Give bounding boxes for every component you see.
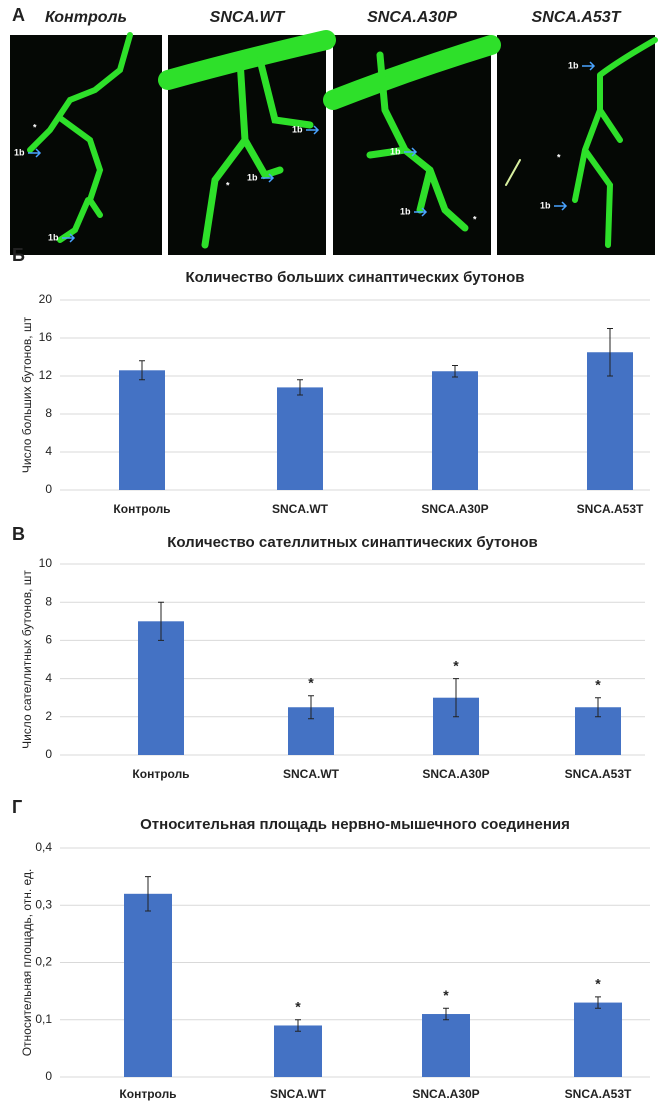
image-annotation: 1b xyxy=(568,60,579,70)
x-tick-label: Контроль xyxy=(113,502,170,516)
y-tick-label: 4 xyxy=(45,444,52,458)
image-title: SNCA.A30P xyxy=(367,9,457,26)
significance-marker: * xyxy=(443,987,449,1003)
chart-title: Относительная площадь нервно-мышечного с… xyxy=(140,816,570,833)
y-tick-label: 0 xyxy=(45,482,52,496)
y-tick-label: 4 xyxy=(45,671,52,685)
bar xyxy=(574,1003,622,1077)
x-tick-label: SNCA.A30P xyxy=(421,502,488,516)
y-tick-label: 12 xyxy=(39,368,53,382)
y-tick-label: 10 xyxy=(39,556,53,570)
image-annotation: 1b xyxy=(400,206,411,216)
panel-label: A xyxy=(12,5,25,25)
panel-label: Г xyxy=(12,797,22,817)
y-tick-label: 20 xyxy=(39,292,53,306)
image-title: SNCA.A53T xyxy=(532,9,622,26)
chart-title: Количество сателлитных синаптических бут… xyxy=(167,534,538,551)
figure: A Контроль * 1b 1b SNCA.WT 1b 1b * SNCA.A30P 1b 1b… xyxy=(0,0,659,1103)
bar xyxy=(422,1014,470,1077)
image-annotation: 1b xyxy=(390,146,401,156)
y-tick-label: 16 xyxy=(39,330,53,344)
y-tick-label: 0 xyxy=(45,1069,52,1083)
y-tick-label: 6 xyxy=(45,633,52,647)
image-annotation: 1b xyxy=(48,232,59,242)
y-tick-label: 0,4 xyxy=(35,840,52,854)
y-tick-label: 0,1 xyxy=(35,1012,52,1026)
image-annotation: * xyxy=(473,214,477,224)
y-tick-label: 8 xyxy=(45,406,52,420)
y-axis-label: Относительная площадь, отн. ед. xyxy=(20,869,34,1057)
y-tick-label: 8 xyxy=(45,594,52,608)
significance-marker: * xyxy=(308,674,314,690)
image-annotation: 1b xyxy=(292,124,303,134)
image-annotation: 1b xyxy=(540,200,551,210)
micrographs xyxy=(10,35,655,255)
image-annotation: 1b xyxy=(14,147,25,157)
y-tick-label: 0 xyxy=(45,747,52,761)
x-tick-label: SNCA.A53T xyxy=(565,1087,632,1101)
x-tick-label: SNCA.WT xyxy=(270,1087,327,1101)
image-annotation: * xyxy=(33,122,37,132)
significance-marker: * xyxy=(453,657,459,673)
x-tick-label: SNCA.WT xyxy=(283,767,340,781)
x-tick-label: Контроль xyxy=(132,767,189,781)
y-tick-label: 2 xyxy=(45,709,52,723)
image-title: Контроль xyxy=(45,9,127,26)
bar xyxy=(277,387,323,490)
chart-title: Количество больших синаптических бутонов xyxy=(185,269,524,286)
image-annotation: 1b xyxy=(247,172,258,182)
image-annotation: * xyxy=(226,180,230,190)
panel-label: В xyxy=(12,524,25,544)
image-annotation: * xyxy=(557,152,561,162)
panel-label: Б xyxy=(12,245,25,265)
x-tick-label: SNCA.A53T xyxy=(577,502,644,516)
significance-marker: * xyxy=(595,976,601,992)
bar xyxy=(432,371,478,490)
y-tick-label: 0,3 xyxy=(35,897,52,911)
x-tick-label: SNCA.A30P xyxy=(412,1087,479,1101)
y-axis-label: Число больших бутонов, шт xyxy=(20,316,34,473)
bar xyxy=(274,1025,322,1077)
x-tick-label: SNCA.WT xyxy=(272,502,329,516)
y-tick-label: 0,2 xyxy=(35,955,52,969)
bar xyxy=(138,621,184,755)
bar xyxy=(124,894,172,1077)
significance-marker: * xyxy=(595,676,601,692)
y-axis-label: Число сателлитных бутонов, шт xyxy=(20,570,34,749)
x-tick-label: Контроль xyxy=(119,1087,176,1101)
significance-marker: * xyxy=(295,998,301,1014)
x-tick-label: SNCA.A30P xyxy=(422,767,489,781)
image-title: SNCA.WT xyxy=(210,9,286,26)
x-tick-label: SNCA.A53T xyxy=(565,767,632,781)
bar xyxy=(119,370,165,490)
